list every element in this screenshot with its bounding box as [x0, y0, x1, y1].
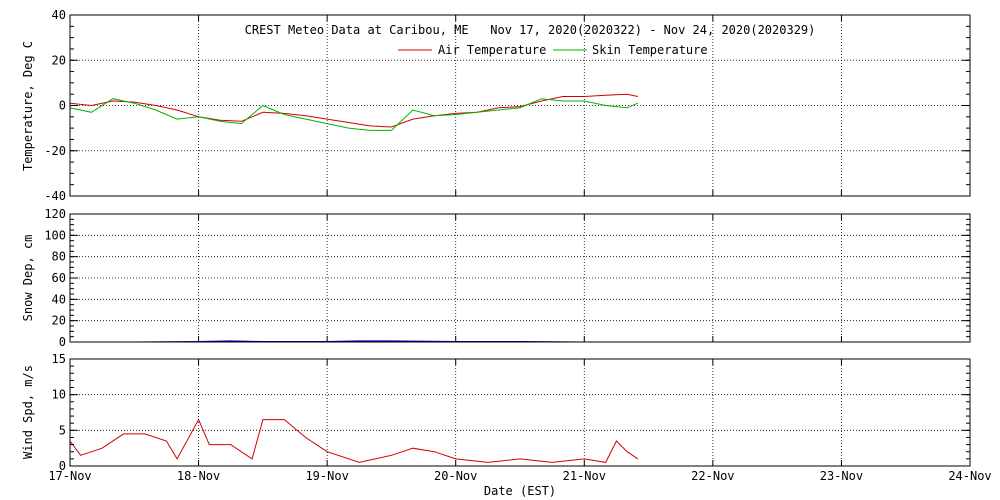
legend-skin-label: Skin Temperature — [592, 43, 708, 57]
x-axis-title: Date (EST) — [484, 484, 556, 498]
x-tick-label: 23-Nov — [820, 469, 863, 483]
chart-title: CREST Meteo Data at Caribou, ME Nov 17, … — [245, 23, 816, 37]
legend: Air Temperature Skin Temperature — [398, 43, 708, 57]
y-tick-label: 60 — [52, 271, 66, 285]
x-tick-label: 17-Nov — [48, 469, 91, 483]
temperature-axis-title: Temperature, Deg C — [21, 41, 35, 171]
y-tick-label: 80 — [52, 250, 66, 264]
y-tick-label: 40 — [52, 292, 66, 306]
air-temperature-line — [69, 93, 639, 128]
y-tick-label: 20 — [52, 314, 66, 328]
y-tick-label: 15 — [52, 352, 66, 366]
grid-layer — [70, 15, 970, 466]
x-tick-label: 22-Nov — [691, 469, 734, 483]
x-tick-label: 21-Nov — [563, 469, 606, 483]
panel-frame — [69, 14, 971, 197]
series-layer — [69, 93, 639, 463]
skin-temperature-line — [69, 98, 639, 131]
y-tick-label: 120 — [44, 207, 66, 221]
snow-axis-title: Snow Dep, cm — [21, 235, 35, 322]
panel-frame — [69, 358, 971, 467]
y-tick-label: -20 — [44, 144, 66, 158]
y-tick-label: 0 — [59, 99, 66, 113]
y-tick-label: 40 — [52, 8, 66, 22]
wind-axis-title: Wind Spd, m/s — [21, 365, 35, 459]
x-tick-label: 20-Nov — [434, 469, 477, 483]
y-tick-label: 100 — [44, 228, 66, 242]
x-tick-label: 18-Nov — [177, 469, 220, 483]
y-tick-label: 0 — [59, 459, 66, 473]
y-tick-label: 10 — [52, 388, 66, 402]
x-tick-label: 19-Nov — [305, 469, 348, 483]
panel-frame — [69, 213, 971, 343]
y-tick-label: 5 — [59, 423, 66, 437]
y-tick-label: 0 — [59, 335, 66, 349]
wind-speed-line — [69, 418, 639, 463]
y-tick-label: 20 — [52, 53, 66, 67]
x-tick-label: 24-Nov — [948, 469, 991, 483]
legend-air-label: Air Temperature — [438, 43, 546, 57]
y-tick-label: -40 — [44, 189, 66, 203]
